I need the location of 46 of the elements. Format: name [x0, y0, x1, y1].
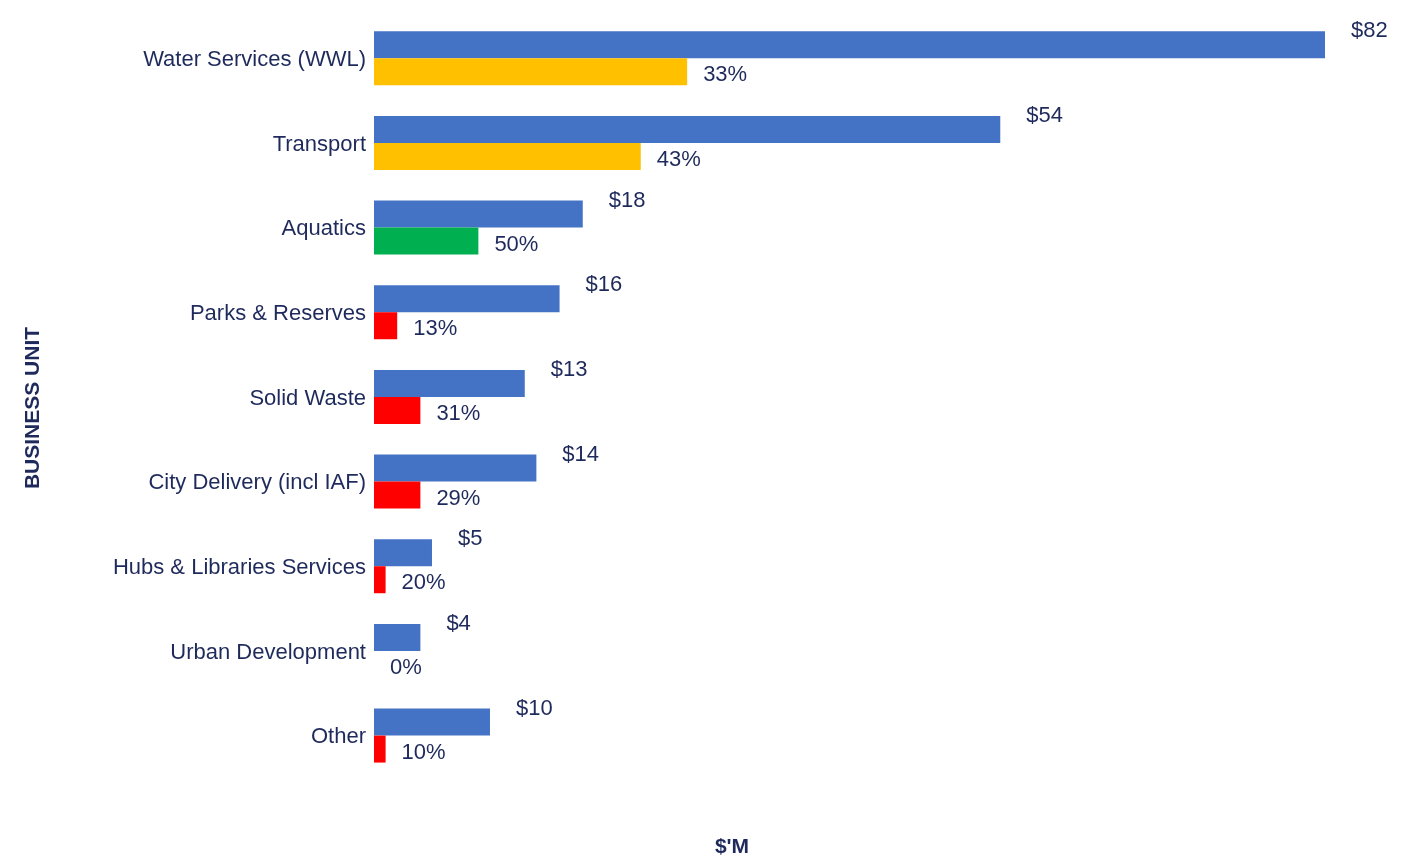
annotation: 10%	[401, 738, 446, 764]
y-axis-title: BUSINESS UNIT	[20, 326, 44, 490]
data-label: $82	[1351, 17, 1388, 43]
bar	[374, 735, 386, 763]
annotation: 29%	[436, 484, 481, 510]
data-label: $13	[550, 355, 588, 381]
annotation: 20%	[401, 569, 446, 595]
annotation: 31%	[436, 400, 481, 425]
bar	[374, 396, 421, 424]
data-label: $10	[515, 694, 553, 720]
bar	[374, 312, 398, 340]
bar	[374, 115, 1001, 143]
annotation: 43%	[656, 146, 701, 171]
annotation: 50%	[494, 230, 539, 256]
annotation: 33%	[703, 61, 748, 87]
data-label: $14	[562, 440, 600, 466]
data-label: $18	[608, 186, 646, 212]
bar	[374, 227, 479, 255]
bar	[374, 481, 421, 509]
y-tick-label: Other	[310, 723, 366, 749]
x-axis-title: $'M	[714, 834, 750, 858]
annotation: 0%	[390, 654, 422, 679]
bar	[374, 31, 1325, 59]
bar	[374, 539, 432, 567]
bar	[374, 285, 560, 313]
y-tick-label: Water Services (WWL)	[143, 46, 366, 72]
bar	[374, 566, 386, 594]
bar	[374, 142, 641, 170]
y-tick-label: Parks & Reserves	[189, 300, 366, 326]
y-tick-label: Urban Development	[170, 638, 366, 664]
bar	[374, 369, 525, 397]
y-tick-label: Hubs & Libraries Services	[112, 554, 366, 580]
bar	[374, 454, 537, 482]
annotation: 13%	[413, 315, 458, 341]
bar	[374, 58, 688, 86]
bar	[374, 708, 490, 736]
data-label: $4	[446, 609, 471, 635]
y-tick-label: Aquatics	[281, 215, 366, 241]
data-label: $5	[457, 525, 483, 551]
y-tick-label: Transport	[272, 130, 366, 156]
data-label: $16	[585, 271, 623, 297]
bar	[374, 200, 583, 228]
y-tick-label: Solid Waste	[249, 384, 366, 410]
data-label: $54	[1026, 101, 1063, 127]
y-tick-label: City Delivery (incl IAF)	[148, 469, 366, 495]
bar	[374, 623, 421, 651]
